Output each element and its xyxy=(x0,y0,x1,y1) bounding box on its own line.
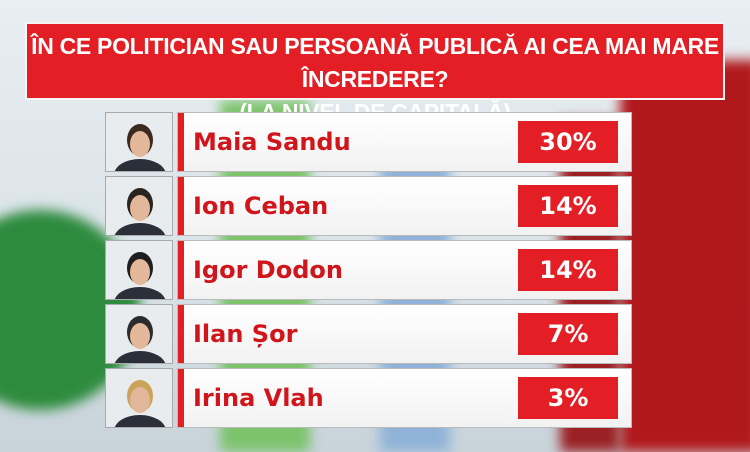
person-name: Igor Dodon xyxy=(193,256,343,284)
background-shape xyxy=(620,60,750,452)
shoulders xyxy=(114,415,166,427)
percentage: 14% xyxy=(518,185,618,227)
title-banner: ÎN CE POLITICIAN SAU PERSOANĂ PUBLICĂ AI… xyxy=(25,22,725,125)
ranking-row: Ilan Șor 7% xyxy=(105,304,632,364)
person-name: Ion Ceban xyxy=(193,192,329,220)
face xyxy=(130,387,150,413)
percentage: 3% xyxy=(518,377,618,419)
ranking-row: Maia Sandu 30% xyxy=(105,112,632,172)
portrait xyxy=(105,176,173,236)
portrait xyxy=(105,368,173,428)
portrait-figure xyxy=(114,380,166,427)
percentage: 14% xyxy=(518,249,618,291)
shoulders xyxy=(114,287,166,299)
portrait xyxy=(105,240,173,300)
portrait-figure xyxy=(114,188,166,235)
person-name: Ilan Șor xyxy=(193,320,298,348)
portrait xyxy=(105,304,173,364)
percentage: 30% xyxy=(518,121,618,163)
ranking-row: Ion Ceban 14% xyxy=(105,176,632,236)
shoulders xyxy=(114,159,166,171)
person-name: Irina Vlah xyxy=(193,384,324,412)
portrait xyxy=(105,112,173,172)
ranking-row: Igor Dodon 14% xyxy=(105,240,632,300)
percentage: 7% xyxy=(518,313,618,355)
shoulders xyxy=(114,351,166,363)
shoulders xyxy=(114,223,166,235)
ranking-row: Irina Vlah 3% xyxy=(105,368,632,428)
portrait-figure xyxy=(114,252,166,299)
face xyxy=(130,259,150,285)
title-line: ÎN CE POLITICIAN SAU PERSOANĂ PUBLICĂ AI… xyxy=(31,33,719,92)
portrait-figure xyxy=(114,316,166,363)
face xyxy=(130,323,150,349)
portrait-figure xyxy=(114,124,166,171)
face xyxy=(130,131,150,157)
face xyxy=(130,195,150,221)
person-name: Maia Sandu xyxy=(193,128,351,156)
